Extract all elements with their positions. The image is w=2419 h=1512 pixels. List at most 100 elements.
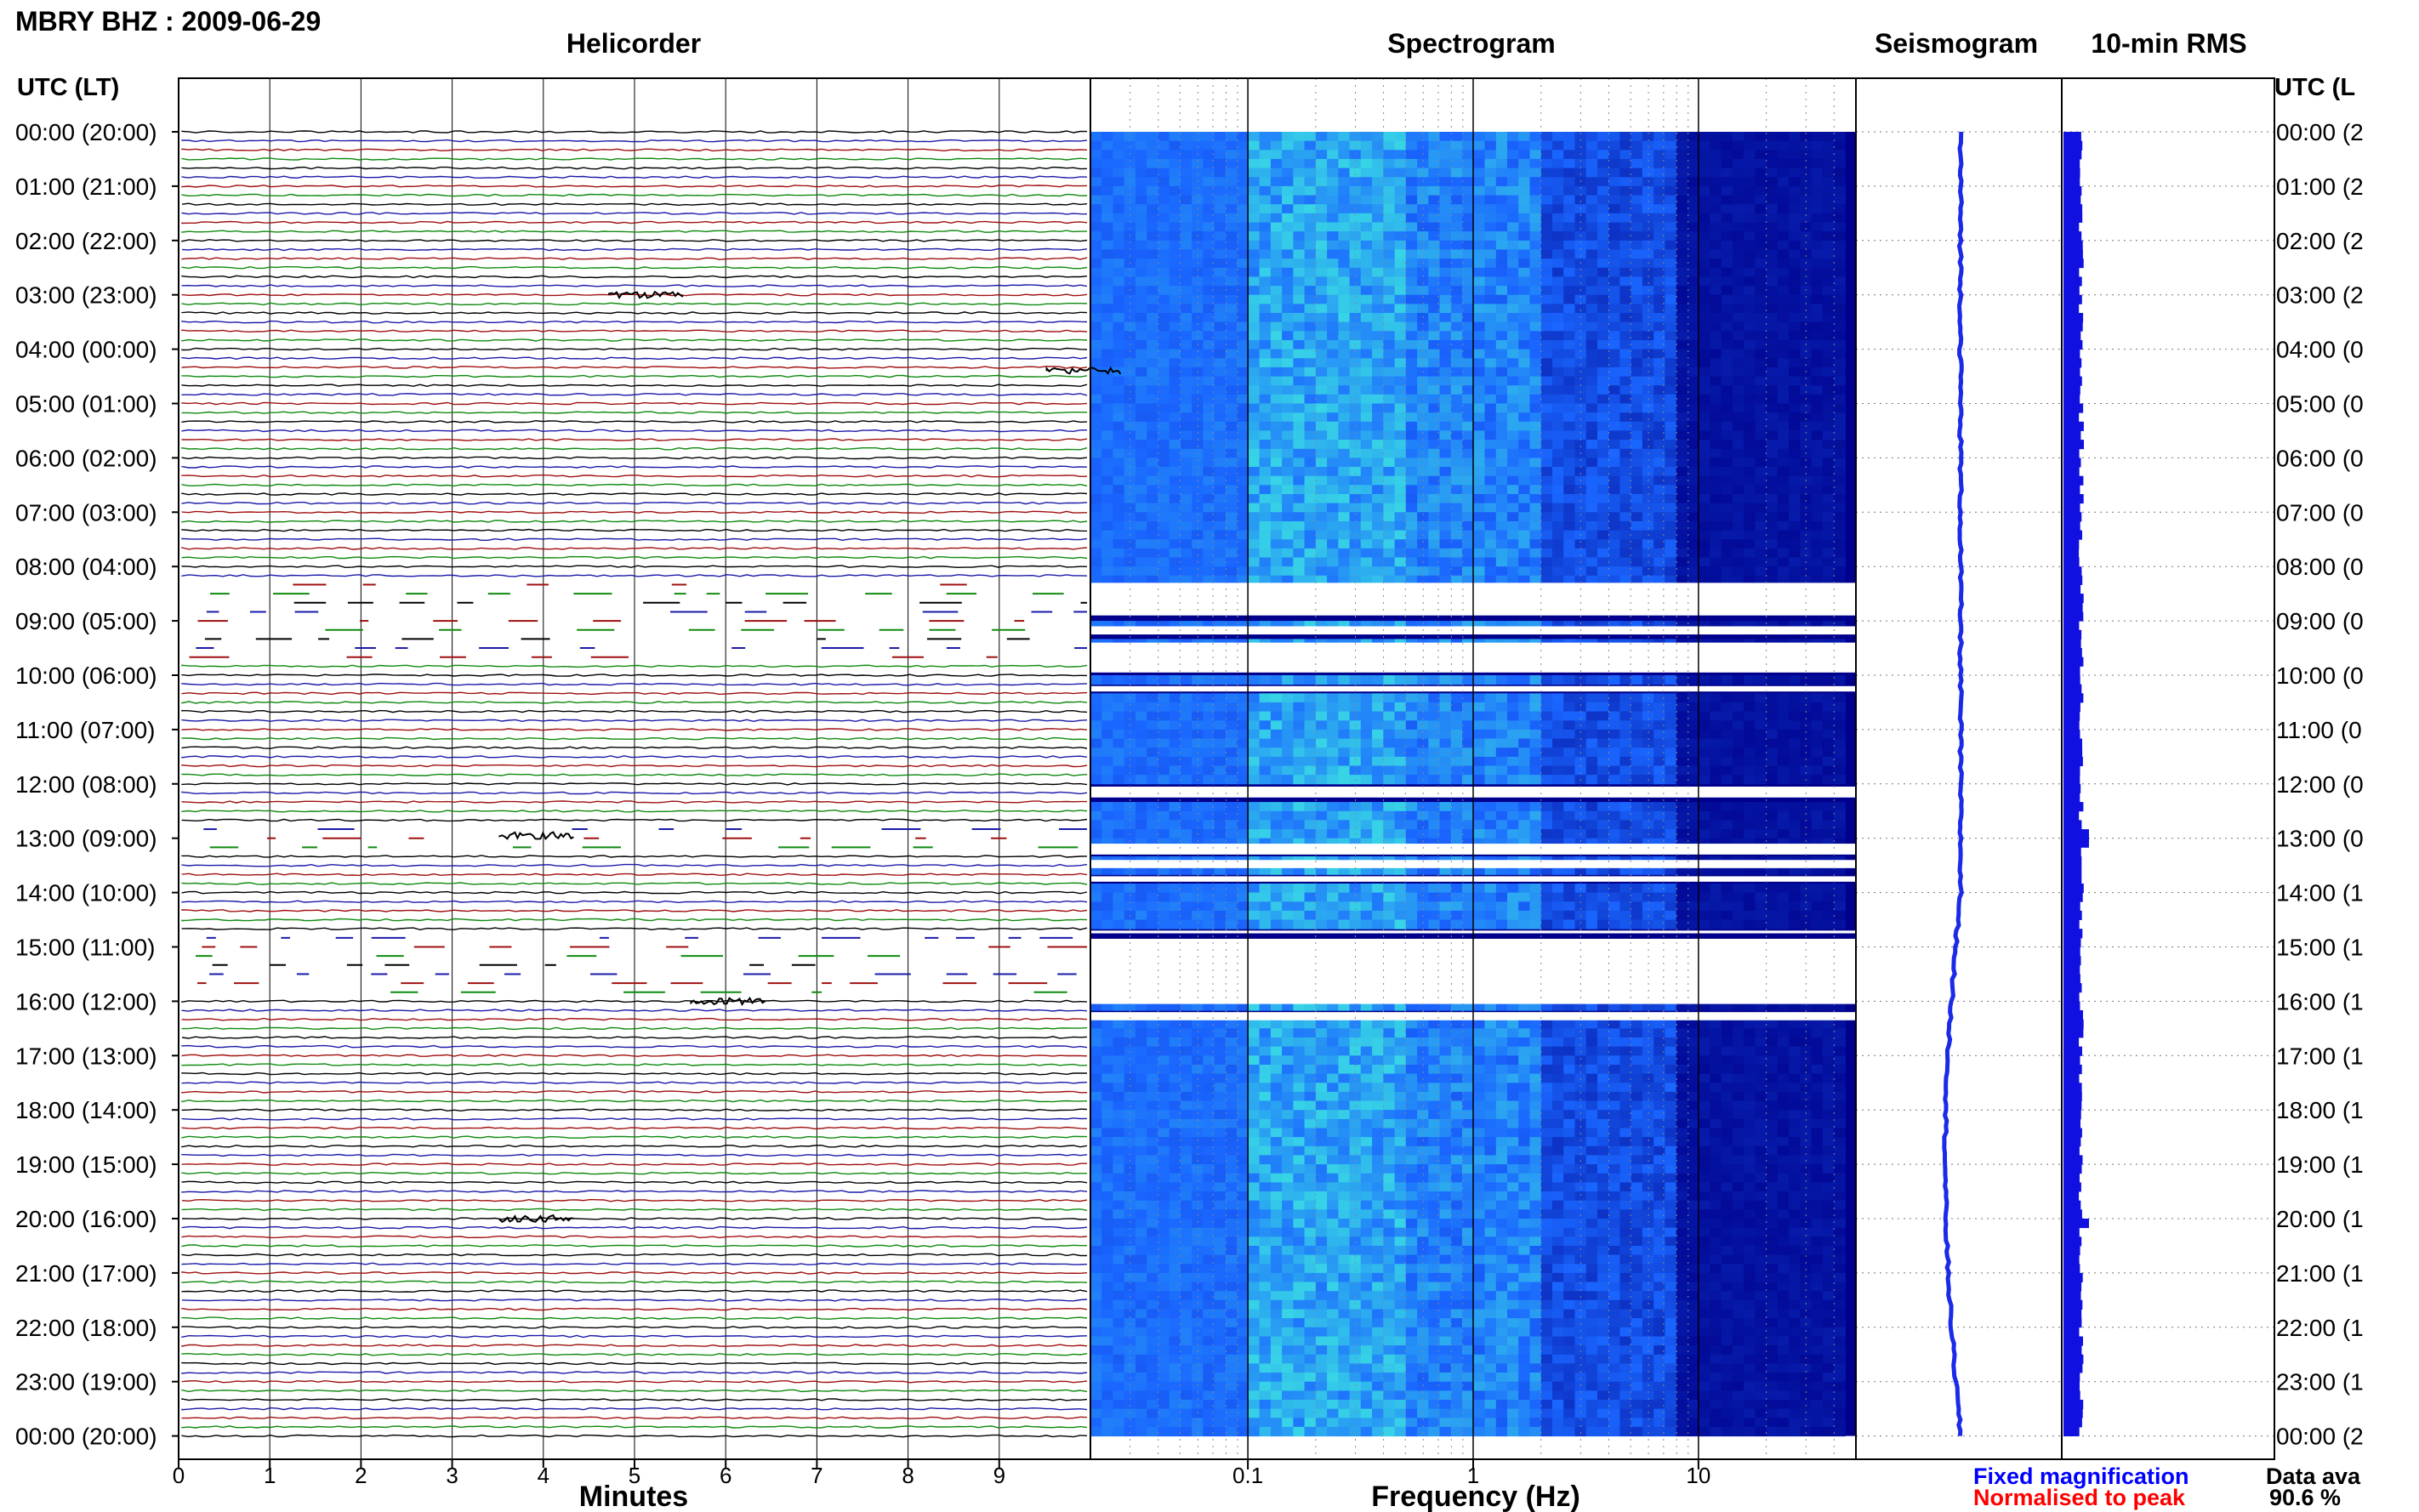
spectrogram-cell <box>1293 494 1306 504</box>
spectrogram-cell <box>1699 901 1710 912</box>
spectrogram-cell <box>1180 765 1192 776</box>
spectrogram-cell <box>1597 901 1609 912</box>
spectrogram-cell <box>1203 575 1215 585</box>
spectrogram-cell <box>1619 458 1632 468</box>
spectrogram-cell <box>1158 276 1170 287</box>
spectrogram-cell <box>1800 548 1813 559</box>
spectrogram-cell <box>1237 503 1249 513</box>
spectrogram-cell <box>1113 810 1125 821</box>
spectrogram-cell <box>1360 901 1373 912</box>
spectrogram-cell <box>1755 756 1767 767</box>
spectrogram-cell <box>1360 884 1373 894</box>
spectrogram-cell <box>1180 286 1192 296</box>
spectrogram-cell <box>1439 394 1452 404</box>
spectrogram-cell <box>1631 566 1643 577</box>
spectrogram-cell <box>1338 276 1351 287</box>
spectrogram-cell <box>1214 240 1227 250</box>
spectrogram-cell <box>1766 756 1779 767</box>
spectrogram-cell <box>1495 503 1508 513</box>
spectrogram-cell <box>1248 367 1261 378</box>
spectrogram-cell <box>1518 331 1530 341</box>
spectrogram-cell <box>1394 358 1407 368</box>
spectrogram-cell <box>1349 158 1362 169</box>
spectrogram-cell <box>1687 756 1699 767</box>
spectrogram-cell <box>1597 539 1609 549</box>
spectrogram-cell <box>1214 394 1227 404</box>
spectrogram-cell <box>1124 566 1136 577</box>
spectrogram-cell <box>1293 421 1306 431</box>
spectrogram-cell <box>1484 367 1497 378</box>
spectrogram-cell <box>1349 331 1362 341</box>
spectrogram-cell <box>1203 747 1215 758</box>
spectrogram-cell <box>1631 421 1643 431</box>
spectrogram-cell <box>1518 548 1530 559</box>
spectrogram-cell <box>1619 321 1632 332</box>
spectrogram-cell <box>1789 494 1801 504</box>
spectrogram-cell <box>1687 259 1699 269</box>
spectrogram-cell <box>1619 367 1632 378</box>
spectrogram-cell <box>1101 349 1113 359</box>
spectrogram-cell <box>1653 403 1665 413</box>
spectrogram-cell <box>1372 132 1384 142</box>
spectrogram-cell <box>1597 503 1609 513</box>
spectrogram-cell <box>1495 412 1508 423</box>
spectrogram-cell <box>1203 892 1215 902</box>
spectrogram-cell <box>1237 729 1249 740</box>
spectrogram-cell <box>1766 448 1779 458</box>
spectrogram-cell <box>1360 802 1373 812</box>
spectrogram-cell <box>1158 756 1170 767</box>
spectrogram-cell <box>1439 204 1452 214</box>
spectrogram-cell <box>1495 820 1508 830</box>
spectrogram-cell <box>1676 158 1688 169</box>
spectrogram-cell <box>1631 412 1643 423</box>
spectrogram-cell <box>1304 802 1317 812</box>
spectrogram-cell <box>1789 738 1801 748</box>
spectrogram-cell <box>1383 231 1396 242</box>
spectrogram-cell <box>1777 675 1790 685</box>
spectrogram-cell <box>1631 485 1643 495</box>
spectrogram-cell <box>1394 711 1407 721</box>
spectrogram-cell <box>1710 530 1722 540</box>
spectrogram-cell <box>1394 575 1407 585</box>
spectrogram-cell <box>1338 412 1351 423</box>
spectrogram-cell <box>1282 231 1294 242</box>
spectrogram-cell <box>1631 430 1643 441</box>
spectrogram-cell <box>1529 177 1542 187</box>
spectrogram-cell <box>1834 385 1846 395</box>
spectrogram-cell <box>1282 865 1294 875</box>
spectrogram-cell <box>1394 286 1407 296</box>
spectrogram-cell <box>1789 440 1801 450</box>
spectrogram-cell <box>1574 195 1587 205</box>
spectrogram-cell <box>1732 204 1745 214</box>
spectrogram-cell <box>1540 240 1553 250</box>
spectrogram-cell <box>1360 829 1373 839</box>
spectrogram-cell <box>1699 810 1710 821</box>
spectrogram-cell <box>1462 240 1474 250</box>
spectrogram-cell <box>1259 249 1272 259</box>
spectrogram-cell <box>1631 240 1643 250</box>
spectrogram-cell <box>1282 729 1294 740</box>
spectrogram-cell <box>1237 494 1249 504</box>
spectrogram-cell <box>1450 693 1463 703</box>
spectrogram-cell <box>1608 747 1620 758</box>
spectrogram-cell <box>1789 521 1801 531</box>
spectrogram-cell <box>1619 802 1632 812</box>
spectrogram-cell <box>1665 892 1677 902</box>
spectrogram-cell <box>1563 140 1575 151</box>
spectrogram-cell <box>1518 185 1530 196</box>
spectrogram-cell <box>1699 222 1710 232</box>
spectrogram-cell <box>1619 539 1632 549</box>
spectrogram-cell <box>1800 765 1813 776</box>
spectrogram-cell <box>1169 412 1181 423</box>
spectrogram-cell <box>1721 421 1733 431</box>
spectrogram-cell <box>1484 865 1497 875</box>
spectrogram-cell <box>1428 267 1441 277</box>
spectrogram-cell <box>1653 892 1665 902</box>
spectrogram-cell <box>1203 150 1215 160</box>
spectrogram-cell <box>1282 403 1294 413</box>
spectrogram-cell <box>1631 720 1643 730</box>
spectrogram-cell <box>1338 901 1351 912</box>
spectrogram-cell <box>1800 222 1813 232</box>
spectrogram-cell <box>1552 440 1564 450</box>
spectrogram-cell <box>1507 195 1519 205</box>
